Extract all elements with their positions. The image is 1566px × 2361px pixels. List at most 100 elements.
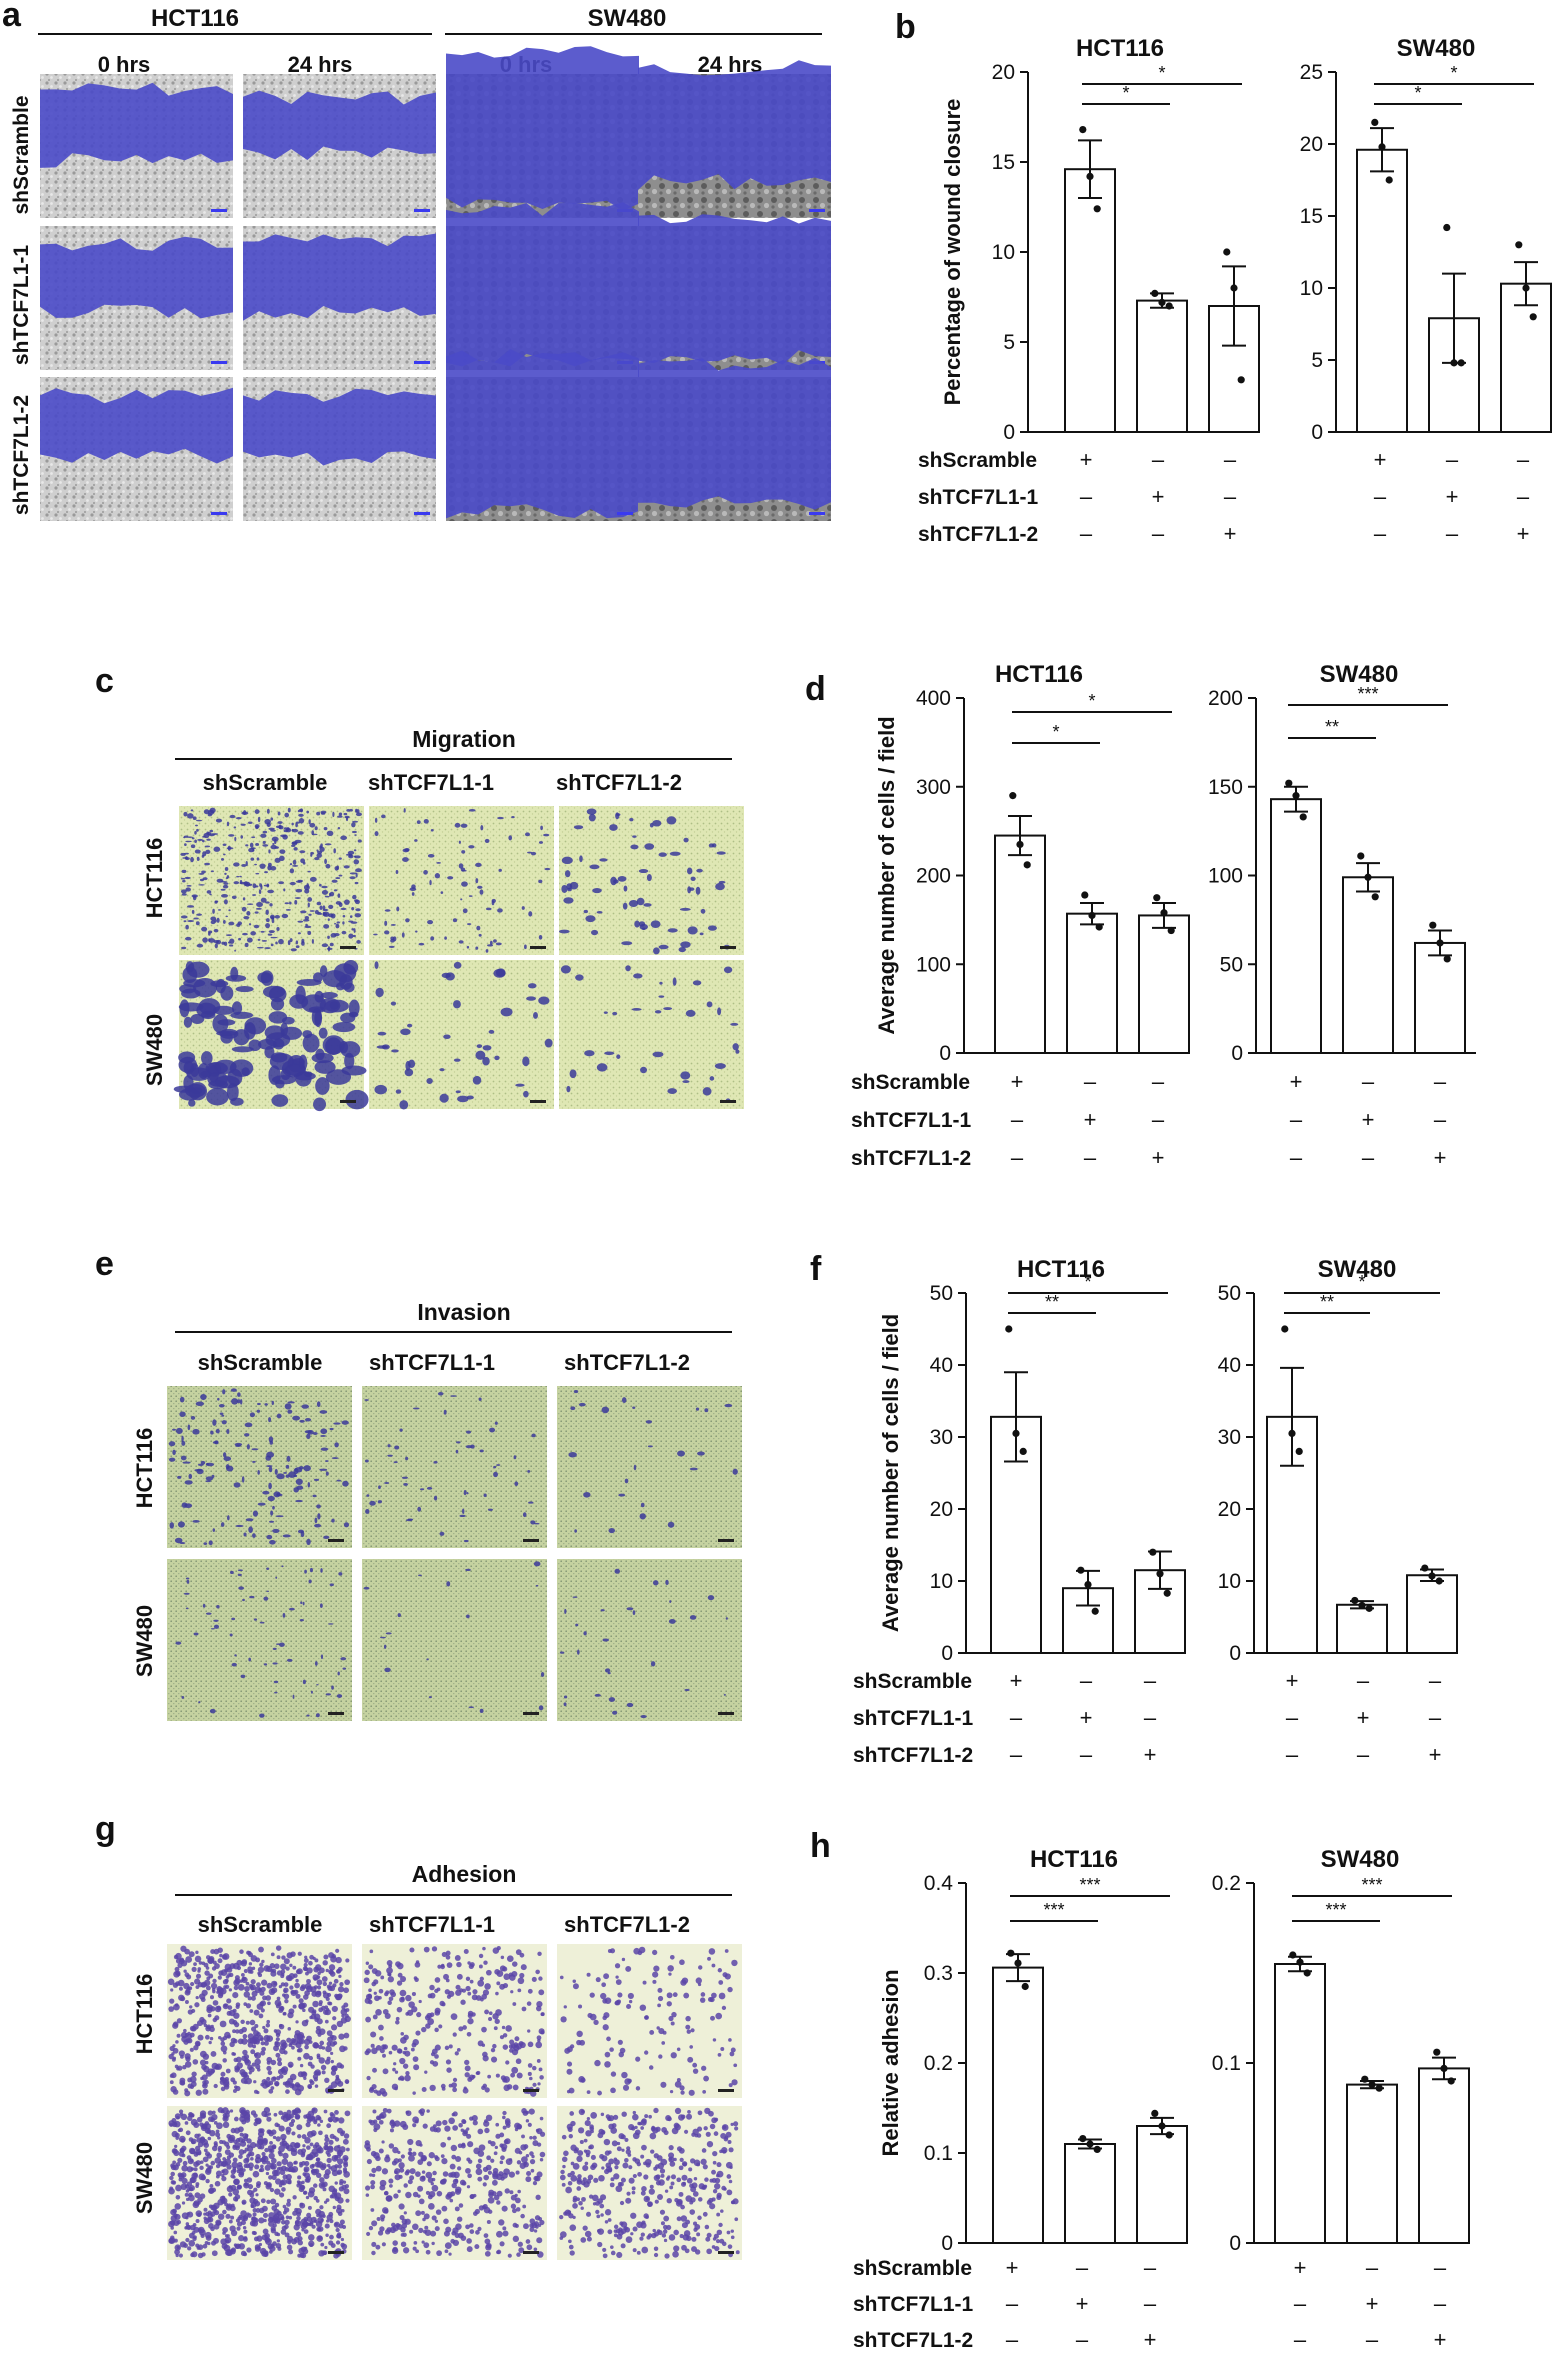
stained-cell: [284, 2219, 290, 2226]
stained-cell: [258, 2013, 264, 2019]
stained-cell: [307, 2222, 311, 2227]
stained-cell: [708, 1948, 716, 1955]
y-tick-label: 200: [916, 865, 951, 888]
stained-cell: [175, 2184, 182, 2192]
stained-cell: [563, 2150, 569, 2157]
stained-cell: [171, 2180, 177, 2185]
stained-cell: [192, 2023, 199, 2030]
stained-cell-cluster: [304, 1418, 312, 1422]
stained-cell: [240, 2071, 247, 2078]
stained-cell: [308, 2055, 313, 2061]
stained-cell-cluster: [241, 864, 247, 867]
stained-cell-cluster: [254, 809, 260, 815]
stained-cell: [273, 2112, 278, 2117]
stained-cell-cluster: [650, 920, 661, 928]
stained-cell: [372, 2014, 378, 2020]
stained-cell-cluster: [213, 846, 221, 852]
stained-cell: [318, 2130, 323, 2136]
stained-cell-cluster: [351, 928, 355, 931]
stained-cell-cluster: [275, 1515, 284, 1518]
stained-cell-cluster: [307, 897, 313, 902]
stained-cell-cluster: [480, 825, 484, 831]
stained-cell-cluster: [527, 851, 533, 854]
stained-cell: [199, 2165, 204, 2171]
stained-cell-cluster: [273, 1680, 279, 1684]
stained-cell: [609, 2182, 615, 2188]
stained-cell: [718, 2222, 723, 2228]
stained-cell: [600, 2213, 604, 2217]
stained-cell-cluster: [489, 940, 493, 946]
stained-cell: [344, 2110, 351, 2117]
panel-letter-b: b: [895, 8, 916, 46]
stained-cell: [578, 2075, 585, 2083]
y-tick-label: 10: [930, 1570, 953, 1593]
data-point: [1014, 1959, 1022, 1967]
stained-cell: [409, 2168, 416, 2175]
stained-cell: [415, 2171, 421, 2178]
stained-cell: [424, 2229, 432, 2236]
stained-cell-cluster: [253, 1618, 258, 1621]
stained-cell-cluster: [348, 933, 354, 939]
stained-cell: [474, 2208, 480, 2215]
stained-cell-cluster: [278, 1642, 285, 1647]
stained-cell-cluster: [292, 1694, 295, 1699]
stained-cell-cluster: [477, 885, 483, 889]
stained-cell: [224, 2234, 229, 2238]
stained-cell: [381, 2044, 387, 2050]
stained-cell-cluster: [356, 940, 361, 944]
stained-cell: [382, 2068, 389, 2075]
stained-cell-cluster: [297, 920, 304, 923]
y-tick-label: 50: [930, 1282, 953, 1305]
stained-cell: [259, 2167, 265, 2173]
stained-cell-cluster: [244, 1022, 256, 1040]
stained-cell: [590, 2129, 594, 2134]
stained-cell: [588, 2144, 594, 2150]
stained-cell-cluster: [244, 1422, 253, 1428]
stained-cell: [596, 2214, 601, 2219]
stained-cell: [692, 2191, 699, 2197]
stained-cell: [174, 2132, 180, 2138]
stained-cell: [669, 1954, 675, 1960]
stained-cell: [505, 2158, 513, 2165]
stained-cell: [505, 2060, 510, 2065]
stained-cell: [670, 2021, 675, 2026]
stained-cell: [578, 2108, 585, 2116]
stained-cell: [402, 2063, 409, 2069]
stained-cell-cluster: [336, 1479, 341, 1482]
stained-cell-cluster: [452, 918, 458, 923]
stained-cell: [213, 2223, 220, 2230]
stained-cell: [223, 2244, 231, 2252]
stained-cell: [206, 2024, 212, 2030]
stained-cell: [529, 2227, 535, 2233]
stained-cell: [308, 2040, 313, 2044]
stained-cell-cluster: [522, 1056, 530, 1067]
stained-cell: [515, 2058, 522, 2065]
stained-cell: [668, 2145, 674, 2151]
stained-cell: [314, 2084, 319, 2088]
stained-cell: [217, 1975, 222, 1980]
data-point: [1007, 1949, 1015, 1957]
stained-cell: [218, 2036, 222, 2040]
stained-cell: [226, 2164, 232, 2170]
stained-cell: [331, 2065, 338, 2072]
stained-cell: [502, 2125, 507, 2130]
stained-cell: [203, 2207, 208, 2212]
stained-cell-cluster: [325, 1471, 329, 1476]
stained-cell-cluster: [395, 869, 399, 874]
stained-cell-cluster: [235, 1524, 244, 1528]
stained-cell: [662, 2030, 667, 2035]
stained-cell: [316, 2055, 321, 2060]
stained-cell: [206, 2153, 213, 2159]
stained-cell: [232, 2175, 236, 2179]
stained-cell-cluster: [623, 885, 628, 892]
stained-cell: [207, 2013, 212, 2018]
stained-cell-cluster: [196, 828, 199, 832]
stained-cell: [676, 2078, 681, 2082]
stained-cell-cluster: [220, 888, 226, 891]
stained-cell: [288, 2008, 295, 2015]
stained-cell: [167, 1978, 175, 1986]
stained-cell: [297, 2236, 303, 2242]
stained-cell-cluster: [205, 1480, 211, 1483]
stained-cell: [319, 2040, 325, 2046]
stained-cell: [225, 2068, 231, 2074]
